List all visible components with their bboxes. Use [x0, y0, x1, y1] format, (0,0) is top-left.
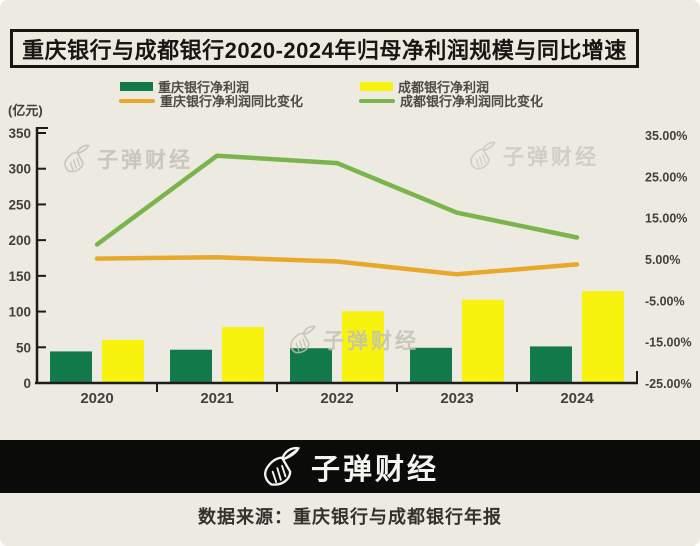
footer-banner: 子弹财经	[0, 440, 700, 493]
left-axis-unit: (亿元)	[8, 103, 43, 118]
bar-chengdu-2021	[222, 327, 264, 383]
bar-chengdu-2024	[582, 291, 624, 383]
y-tick-label: 350	[8, 126, 31, 141]
x-category-label: 2024	[560, 390, 594, 407]
y-tick-label: 100	[8, 305, 31, 320]
right-axis-label: -5.00%	[645, 294, 685, 308]
right-axis-label: 25.00%	[645, 170, 687, 184]
bullet-logo-icon	[64, 144, 90, 173]
legend-label: 成都银行净利润同比变化	[400, 94, 544, 109]
watermark: 子弹财经	[468, 141, 599, 171]
right-axis-label: 35.00%	[645, 129, 687, 143]
legend-label: 重庆银行净利润	[158, 80, 250, 95]
watermark-text: 子弹财经	[503, 146, 599, 169]
watermark: 子弹财经	[288, 325, 419, 355]
legend-item-chengdu-profit: 成都银行净利润	[360, 80, 490, 95]
bar-chongqing-2021	[170, 349, 212, 383]
bar-chongqing-2020	[50, 351, 92, 383]
legend-item-chengdu-yoy: 成都银行净利润同比变化	[359, 94, 544, 109]
bar-chengdu-2022	[342, 311, 384, 383]
legend-item-chongqing-yoy: 重庆银行净利润同比变化	[119, 94, 304, 109]
bar-chengdu-2023	[462, 299, 504, 383]
legend-swatch-yellow-bar	[360, 82, 393, 91]
watermark: 子弹财经	[62, 144, 193, 174]
bar-chongqing-2022	[290, 348, 332, 383]
bar-chengdu-2020	[102, 339, 144, 383]
data-source-text: 数据来源：重庆银行与成都银行年报	[198, 507, 502, 527]
bullet-logo-icon	[290, 325, 316, 354]
legend-swatch-orange-line	[119, 98, 155, 103]
chart-title: 重庆银行与成都银行2020-2024年归母净利润规模与同比增速	[10, 29, 639, 68]
y-tick-label: 200	[8, 233, 31, 248]
right-axis-label: 15.00%	[645, 212, 687, 226]
bar-chongqing-2023	[410, 347, 452, 383]
line-chongqing-yoy	[94, 255, 580, 277]
y-tick-label: 250	[8, 197, 31, 212]
y-tick-label: 150	[8, 269, 31, 284]
watermark-text: 子弹财经	[97, 149, 193, 172]
legend-label: 成都银行净利润	[398, 80, 490, 95]
y-tick-label: 0	[23, 376, 31, 391]
legend-swatch-green-bar	[120, 82, 153, 91]
x-category-label: 2023	[440, 390, 473, 407]
y-tick-label: 50	[16, 340, 31, 355]
x-category-label: 2021	[200, 390, 233, 407]
legend-label: 重庆银行净利润同比变化	[160, 94, 304, 109]
bar-chongqing-2024	[530, 346, 572, 383]
footer-logo-text: 子弹财经	[310, 453, 439, 486]
line-chengdu-yoy	[94, 153, 580, 247]
y-tick-label: 300	[8, 162, 31, 177]
bullet-logo-icon	[264, 446, 301, 486]
x-category-label: 2022	[320, 390, 353, 407]
legend-item-chongqing-profit: 重庆银行净利润	[120, 80, 250, 95]
right-axis-label: 5.00%	[645, 253, 680, 267]
legend-swatch-green-line	[359, 98, 395, 103]
right-axis-label: -25.00%	[645, 377, 692, 391]
watermark-text: 子弹财经	[323, 330, 419, 353]
x-category-label: 2020	[80, 390, 113, 407]
right-axis-label: -15.00%	[645, 336, 692, 350]
bullet-logo-icon	[470, 141, 496, 170]
